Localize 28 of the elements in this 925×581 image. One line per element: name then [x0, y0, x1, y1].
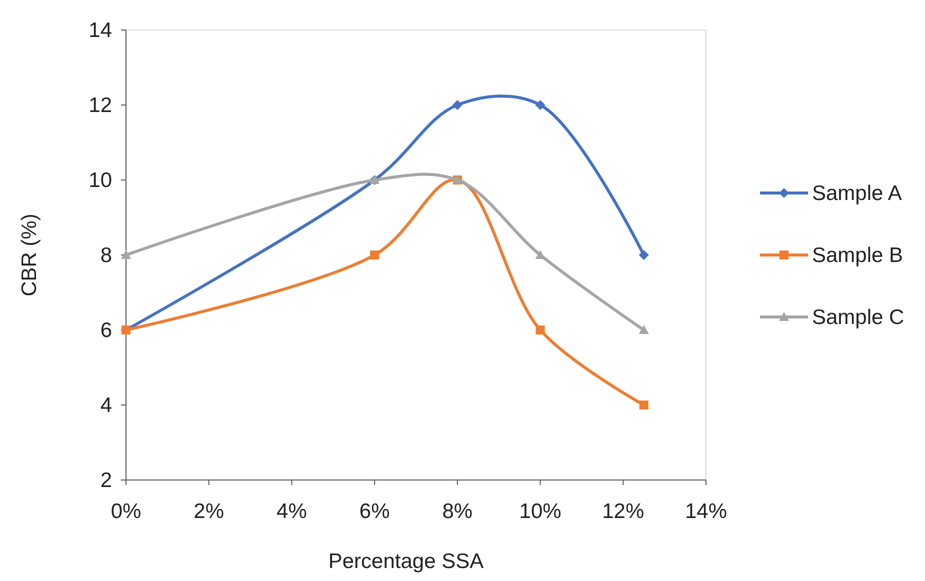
x-tick-label: 8%	[442, 500, 473, 523]
point	[370, 250, 380, 260]
point	[638, 325, 649, 334]
x-tick-label: 0%	[110, 500, 142, 523]
point	[452, 100, 462, 110]
x-tick-label: 6%	[359, 500, 390, 523]
point	[638, 250, 649, 260]
y-tick-label: 12	[88, 94, 112, 117]
x-axis-title: Percentage SSA	[328, 550, 484, 573]
x-tick-label: 4%	[276, 500, 307, 523]
legend-label: Sample C	[812, 306, 904, 329]
x-tick-label: 14%	[684, 500, 728, 523]
legend-label: Sample A	[812, 182, 902, 205]
point	[639, 400, 648, 410]
point	[121, 250, 131, 259]
x-tick-label: 2%	[194, 500, 224, 523]
y-tick-label: 6	[100, 319, 112, 342]
y-tick-label: 2	[100, 469, 112, 492]
point	[535, 100, 546, 110]
point	[536, 326, 545, 334]
y-axis-title: CBR (%)	[18, 214, 41, 296]
y-tick-label: 4	[100, 394, 112, 417]
legend-label: Sample B	[812, 244, 904, 267]
y-tick-label: 14	[88, 19, 112, 42]
y-tick-label: 10	[88, 169, 112, 192]
y-tick-label: 8	[100, 244, 112, 267]
x-tick-label: 12%	[602, 500, 644, 523]
x-tick-label: 10%	[519, 500, 562, 523]
